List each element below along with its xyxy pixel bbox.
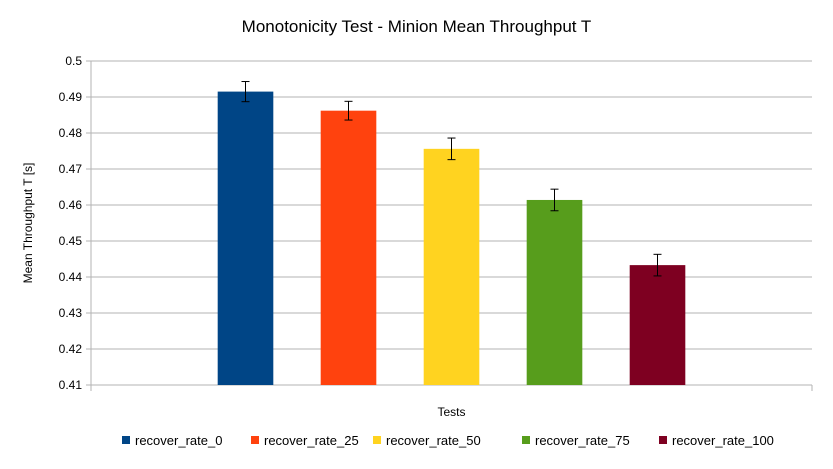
legend-label: recover_rate_100 xyxy=(672,433,774,448)
y-tick-label: 0.47 xyxy=(59,162,83,176)
x-axis-label: Tests xyxy=(437,405,465,419)
legend-label: recover_rate_25 xyxy=(264,433,359,448)
legend-swatch xyxy=(373,436,381,444)
legend-label: recover_rate_50 xyxy=(386,433,481,448)
y-tick-label: 0.5 xyxy=(65,54,82,68)
legend-swatch xyxy=(251,436,259,444)
y-tick-label: 0.49 xyxy=(59,90,83,104)
chart-title: Monotonicity Test - Minion Mean Throughp… xyxy=(241,17,592,36)
y-tick-label: 0.44 xyxy=(59,270,83,284)
legend-label: recover_rate_0 xyxy=(135,433,222,448)
bar-recover-rate-100 xyxy=(629,265,686,385)
legend-swatch xyxy=(522,436,530,444)
y-tick-label: 0.48 xyxy=(59,126,83,140)
y-axis-label: Mean Throughput T [s] xyxy=(21,163,35,284)
y-tick-label: 0.45 xyxy=(59,234,83,248)
bar-recover-rate-0 xyxy=(217,91,274,385)
bar-recover-rate-50 xyxy=(423,148,480,385)
legend-label: recover_rate_75 xyxy=(535,433,630,448)
y-tick-label: 0.46 xyxy=(59,198,83,212)
y-tick-label: 0.41 xyxy=(59,378,83,392)
legend-swatch xyxy=(659,436,667,444)
bar-recover-rate-75 xyxy=(526,199,583,385)
legend-swatch xyxy=(122,436,130,444)
y-tick-label: 0.42 xyxy=(59,342,83,356)
bar-recover-rate-25 xyxy=(320,110,377,386)
y-tick-label: 0.43 xyxy=(59,306,83,320)
